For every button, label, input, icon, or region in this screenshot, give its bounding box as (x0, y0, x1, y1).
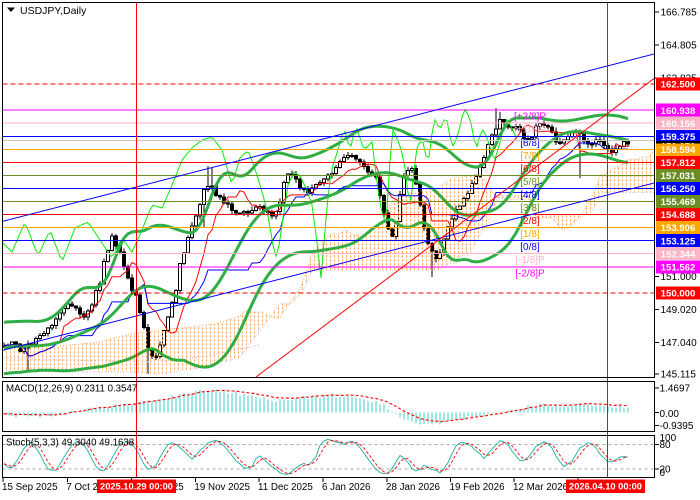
svg-text:145.115: 145.115 (661, 369, 697, 380)
svg-text:19 Nov 2025: 19 Nov 2025 (194, 482, 250, 493)
svg-text:[-1/8]P: [-1/8]P (515, 255, 545, 266)
svg-text:150.000: 150.000 (661, 289, 696, 300)
svg-text:0.00: 0.00 (660, 409, 680, 420)
svg-text:[+1/8]P: [+1/8]P (514, 125, 546, 136)
svg-text:80: 80 (660, 440, 672, 451)
svg-text:147.040: 147.040 (661, 338, 698, 349)
svg-text:152.344: 152.344 (661, 249, 696, 260)
svg-text:[6/8]: [6/8] (520, 164, 540, 175)
svg-text:160.938: 160.938 (661, 106, 696, 117)
svg-text:[5/8]: [5/8] (520, 177, 540, 188)
svg-text:[1/8]: [1/8] (520, 229, 540, 240)
svg-text:28 Jan 2026: 28 Jan 2026 (386, 482, 440, 493)
svg-text:154.688: 154.688 (661, 210, 696, 221)
svg-text:153.125: 153.125 (661, 236, 696, 247)
svg-text:USDJPY,Daily: USDJPY,Daily (20, 5, 87, 17)
svg-text:[8/8]: [8/8] (520, 138, 540, 149)
svg-text:162.500: 162.500 (661, 80, 696, 91)
svg-text:2025.10.29 00:00: 2025.10.29 00:00 (100, 482, 173, 492)
svg-text:159.070: 159.070 (661, 142, 696, 153)
svg-text:[-2/8]P: [-2/8]P (515, 268, 545, 279)
svg-text:156.250: 156.250 (661, 184, 696, 195)
svg-text:155.469: 155.469 (661, 197, 696, 208)
svg-text:[3/8]: [3/8] (520, 203, 540, 214)
svg-text:2026.04.10 00:00: 2026.04.10 00:00 (569, 482, 642, 492)
svg-text:157.031: 157.031 (661, 171, 696, 182)
svg-text:[0/8]: [0/8] (520, 242, 540, 253)
svg-text:1.4697: 1.4697 (660, 384, 691, 395)
svg-text:100: 100 (660, 433, 677, 444)
svg-text:12 Mar 2026: 12 Mar 2026 (513, 482, 569, 493)
svg-text:[7/8]: [7/8] (520, 151, 540, 162)
svg-text:[2/8]: [2/8] (520, 216, 540, 227)
svg-text:157.812: 157.812 (661, 158, 696, 169)
svg-text:0: 0 (660, 468, 666, 479)
svg-text:20: 20 (660, 465, 672, 476)
svg-text:158.594: 158.594 (661, 145, 696, 156)
svg-text:164.805: 164.805 (661, 41, 698, 52)
svg-text:149.020: 149.020 (661, 305, 698, 316)
svg-text:19 Feb 2026: 19 Feb 2026 (450, 482, 506, 493)
svg-text:153.906: 153.906 (661, 223, 696, 234)
svg-text:Stoch(5,3,3) 49.3040 49.1638: Stoch(5,3,3) 49.3040 49.1638 (6, 438, 134, 449)
svg-text:160.156: 160.156 (661, 119, 696, 130)
svg-text:159.375: 159.375 (661, 132, 696, 143)
svg-text:7 Oct 2025: 7 Oct 2025 (66, 482, 114, 493)
svg-text:166.785: 166.785 (661, 8, 698, 19)
svg-text:MACD(12,26,9) 0.2311 0.3547: MACD(12,26,9) 0.2311 0.3547 (6, 384, 137, 395)
svg-text:151.000: 151.000 (661, 272, 698, 283)
svg-text:151.562: 151.562 (661, 262, 696, 273)
svg-text:15 Sep 2025: 15 Sep 2025 (2, 482, 58, 493)
svg-text:-0.9395: -0.9395 (660, 421, 694, 432)
svg-text:6 Jan 2026: 6 Jan 2026 (322, 482, 371, 493)
svg-text:[+2/8]P: [+2/8]P (514, 112, 546, 123)
svg-text:11 Dec 2025: 11 Dec 2025 (258, 482, 313, 493)
svg-text:[4/8]: [4/8] (520, 190, 540, 201)
